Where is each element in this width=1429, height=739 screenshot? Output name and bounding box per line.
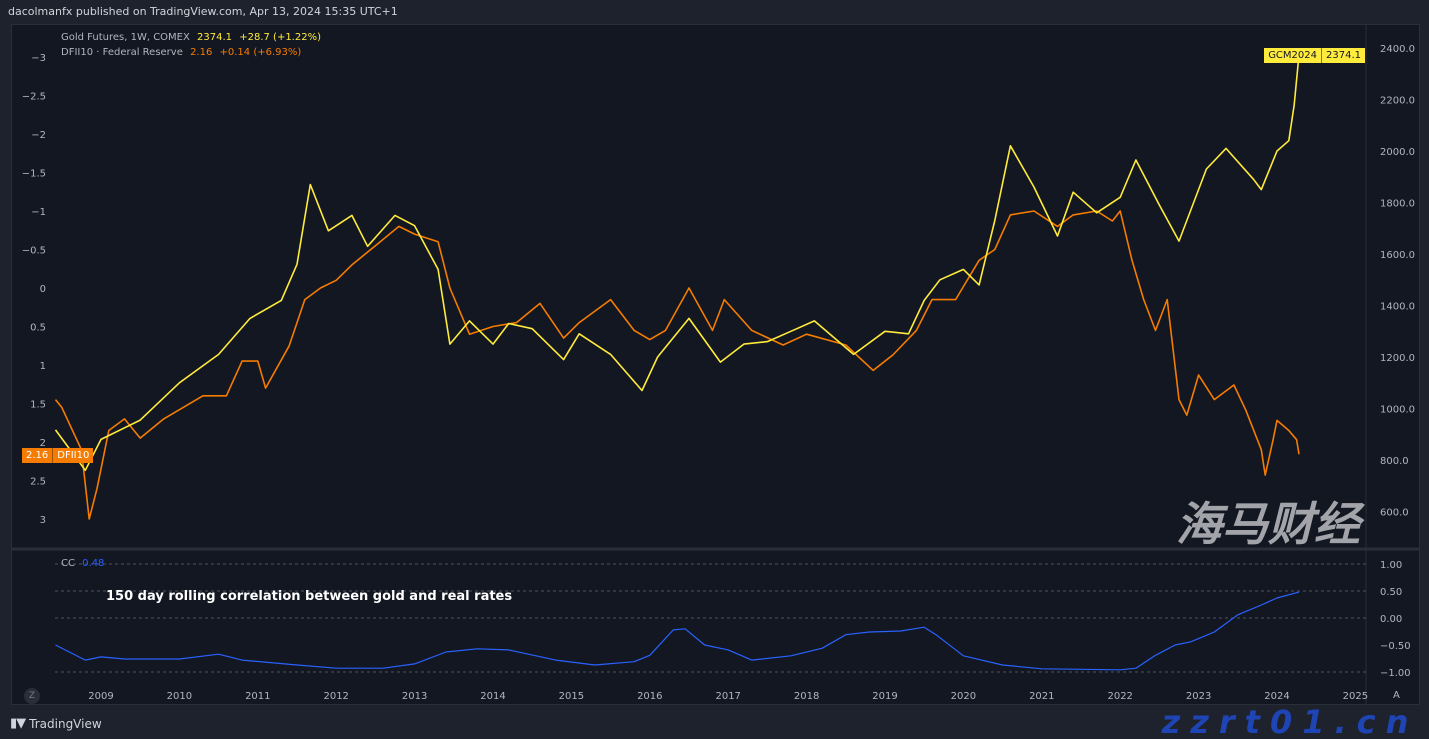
zoom-button[interactable]: Z bbox=[24, 688, 40, 704]
gold-axis-tick: 1600.0 bbox=[1380, 250, 1415, 261]
rates-axis-tick: 0.5 bbox=[30, 323, 46, 334]
chart-annotation: 150 day rolling correlation between gold… bbox=[106, 589, 513, 604]
rates-axis-tick: 2.5 bbox=[30, 477, 46, 488]
cc-series-line bbox=[55, 591, 1300, 671]
rates-axis-tick: 1.5 bbox=[30, 400, 46, 411]
time-axis-tick: 2012 bbox=[323, 691, 348, 702]
gold-axis-tick: 1000.0 bbox=[1380, 405, 1415, 416]
legend-gold[interactable]: Gold Futures, 1W, COMEX 2374.1 +28.7 (+1… bbox=[61, 32, 325, 43]
time-axis-tick: 2011 bbox=[245, 691, 270, 702]
gold-axis-tick: 600.0 bbox=[1380, 508, 1409, 519]
time-axis-tick: 2009 bbox=[88, 691, 113, 702]
gold-badge-symbol: GCM2024 bbox=[1264, 48, 1322, 63]
rates-price-badge: 2.16 DFII10 bbox=[22, 448, 94, 463]
time-axis-tick: 2023 bbox=[1186, 691, 1211, 702]
rates-axis-tick: −3 bbox=[31, 53, 46, 64]
rates-axis-tick: −2.5 bbox=[22, 92, 46, 103]
legend-rates-name: DFII10 · Federal Reserve bbox=[61, 47, 183, 58]
time-axis-tick: 2020 bbox=[951, 691, 976, 702]
legend-rates[interactable]: DFII10 · Federal Reserve 2.16 +0.14 (+6.… bbox=[61, 47, 305, 58]
time-axis-tick: 2021 bbox=[1029, 691, 1054, 702]
gold-price-badge: GCM2024 2374.1 bbox=[1264, 48, 1365, 63]
gold-axis-tick: 1400.0 bbox=[1380, 302, 1415, 313]
time-axis-tick: 2014 bbox=[480, 691, 505, 702]
cc-axis-tick: −1.00 bbox=[1380, 668, 1411, 679]
cc-axis-tick: 0.00 bbox=[1380, 614, 1402, 625]
time-axis-tick: 2018 bbox=[794, 691, 819, 702]
gold-axis-tick: 2000.0 bbox=[1380, 147, 1415, 158]
time-axis-tick: 2022 bbox=[1107, 691, 1132, 702]
rates-axis-tick: −1 bbox=[31, 207, 46, 218]
time-axis-tick: 2025 bbox=[1343, 691, 1368, 702]
legend-cc[interactable]: CC 0.48 bbox=[61, 558, 108, 569]
published-header: dacolmanfx published on TradingView.com,… bbox=[8, 5, 398, 18]
rates-badge-value: 2.16 bbox=[22, 448, 54, 463]
tradingview-brand: TradingView bbox=[29, 716, 102, 731]
gold-axis-tick: 800.0 bbox=[1380, 456, 1409, 467]
time-axis-tick: 2016 bbox=[637, 691, 662, 702]
gold-axis-tick: 1800.0 bbox=[1380, 199, 1415, 210]
rates-axis-tick: −2 bbox=[31, 130, 46, 141]
auto-scale-button[interactable]: A bbox=[1393, 690, 1400, 701]
time-axis-tick: 2015 bbox=[559, 691, 584, 702]
time-axis-tick: 2017 bbox=[715, 691, 740, 702]
tradingview-logo-icon: ▮▼ bbox=[10, 716, 26, 731]
rates-axis-tick: 2 bbox=[40, 438, 46, 449]
gold-series-line bbox=[54, 54, 1300, 472]
cc-axis-tick: 1.00 bbox=[1380, 560, 1402, 571]
legend-rates-change: +0.14 (+6.93%) bbox=[219, 47, 302, 58]
rates-axis-tick: 3 bbox=[40, 515, 46, 526]
legend-gold-change: +28.7 (+1.22%) bbox=[239, 32, 321, 43]
time-axis-tick: 2010 bbox=[167, 691, 192, 702]
rates-axis-tick: 1 bbox=[40, 361, 46, 372]
cc-axis-tick: 0.50 bbox=[1380, 587, 1402, 598]
cc-axis-tick: −0.50 bbox=[1380, 641, 1411, 652]
legend-gold-value: 2374.1 bbox=[197, 32, 233, 43]
time-axis-tick: 2024 bbox=[1264, 691, 1289, 702]
legend-rates-value: 2.16 bbox=[190, 47, 213, 58]
rates-series-line bbox=[54, 210, 1300, 520]
rates-axis-tick: −0.5 bbox=[22, 246, 46, 257]
gold-axis-tick: 2400.0 bbox=[1380, 44, 1415, 55]
tradingview-footer[interactable]: ▮▼ TradingView bbox=[10, 716, 102, 731]
gold-axis-tick: 1200.0 bbox=[1380, 353, 1415, 364]
legend-cc-value: 0.48 bbox=[82, 558, 105, 569]
legend-cc-name: CC bbox=[61, 558, 75, 569]
gold-axis-tick: 2200.0 bbox=[1380, 96, 1415, 107]
rates-axis-tick: −1.5 bbox=[22, 169, 46, 180]
time-axis-tick: 2019 bbox=[872, 691, 897, 702]
rates-axis-tick: 0 bbox=[40, 284, 46, 295]
legend-gold-name: Gold Futures, 1W, COMEX bbox=[61, 32, 190, 43]
rates-badge-symbol: DFII10 bbox=[57, 450, 90, 461]
time-axis-tick: 2013 bbox=[402, 691, 427, 702]
gold-badge-value: 2374.1 bbox=[1326, 50, 1361, 61]
